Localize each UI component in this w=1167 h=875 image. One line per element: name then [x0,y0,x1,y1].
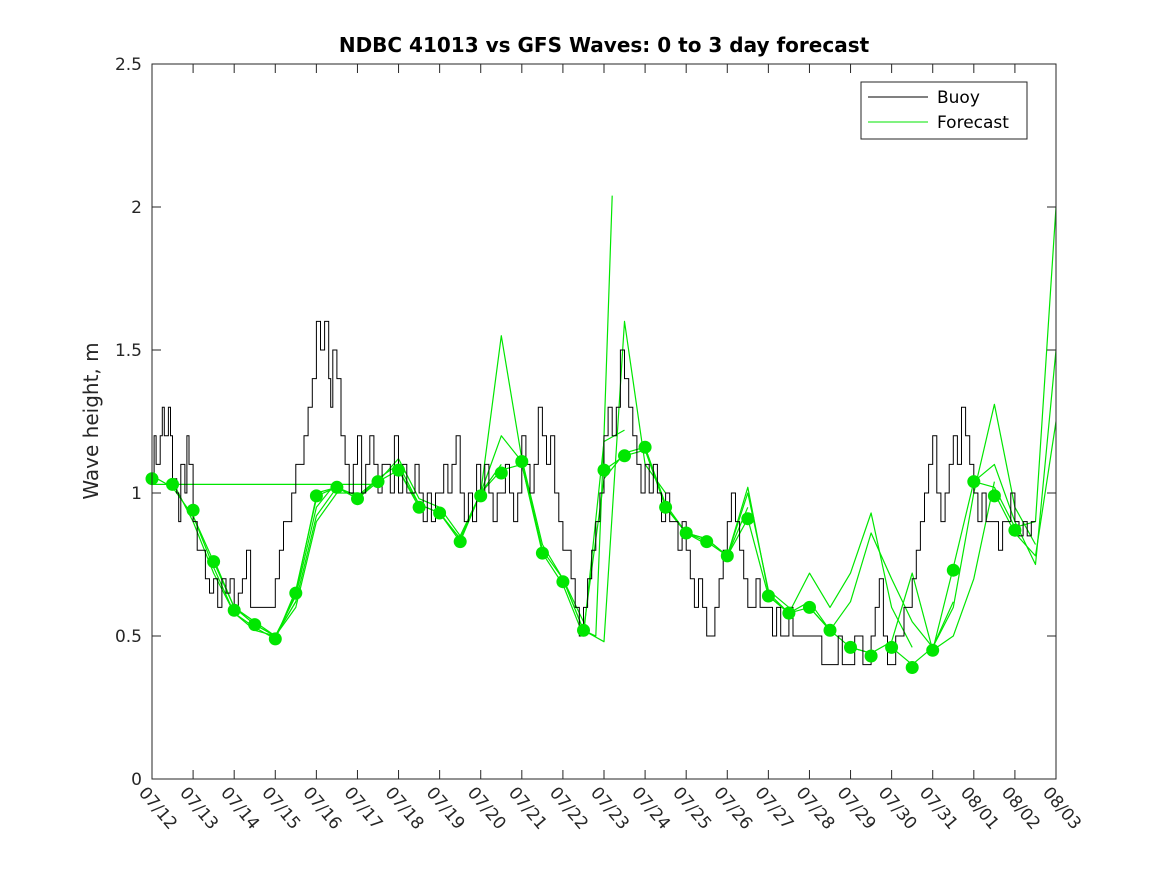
x-tick-label: 07/17 [340,783,387,833]
forecast-marker [1008,523,1022,537]
forecast-run-line [850,481,995,654]
forecast-marker [392,463,405,477]
x-axis: 07/1207/1307/1407/1507/1607/1707/1807/19… [134,64,1085,834]
y-tick-label: 0 [131,770,142,790]
forecast-marker [371,475,385,489]
forecast-marker [597,463,611,477]
x-tick-label: 07/27 [751,783,798,833]
x-tick-label: 07/18 [381,783,428,833]
y-tick-label: 2.5 [115,55,142,75]
forecast-marker [782,606,796,620]
x-tick-label: 07/25 [668,783,715,833]
forecast-marker [268,632,282,646]
forecast-marker [474,489,488,503]
forecast-marker [761,589,775,603]
y-tick-label: 2 [131,198,142,218]
forecast-run-line [726,518,872,654]
legend: Buoy Forecast [860,81,1028,140]
forecast-marker [330,480,344,494]
forecast-marker-layer [145,440,1022,674]
forecast-marker [659,500,673,514]
forecast-run-line [521,320,667,643]
x-tick-label: 07/14 [216,783,263,833]
forecast-marker [679,526,693,540]
forecast-marker [248,618,262,632]
forecast-marker [823,623,837,637]
x-tick-label: 08/02 [997,783,1044,833]
forecast-marker [741,512,755,526]
forecast-run-line [274,469,420,640]
x-tick-label: 07/16 [299,783,346,833]
y-axis-label: Wave height, m [79,342,103,499]
forecast-marker [227,603,241,617]
legend-label-buoy: Buoy [937,88,980,108]
forecast-marker [700,535,714,549]
forecast-marker [351,492,364,506]
x-tick-label: 07/30 [874,783,921,833]
x-tick-label: 08/01 [956,783,1003,833]
forecast-marker [289,586,303,600]
forecast-marker [720,549,734,563]
x-tick-label: 07/22 [545,783,592,833]
forecast-marker [618,449,631,463]
x-tick-label: 07/15 [257,783,304,833]
x-tick-label: 07/31 [915,783,962,833]
forecast-marker [515,455,529,468]
forecast-marker [803,600,816,614]
forecast-marker [926,643,940,657]
x-tick-label: 07/13 [175,783,222,833]
forecast-marker [535,546,549,560]
forecast-marker [453,535,467,549]
forecast-marker [987,489,1001,503]
forecast-marker [433,506,447,520]
forecast-run-line [603,449,749,557]
x-tick-label: 07/26 [709,783,756,833]
y-tick-label: 0.5 [115,627,142,647]
forecast-marker [967,475,981,489]
forecast-marker [864,649,878,663]
x-tick-label: 07/28 [792,783,839,833]
forecast-marker [494,466,508,480]
forecast-marker [309,489,323,503]
y-tick-label: 1.5 [115,341,142,361]
forecast-marker [556,575,570,589]
forecast-marker [638,440,652,454]
forecast-marker [166,477,179,491]
forecast-marker [844,640,857,654]
forecast-run-line [152,475,297,637]
forecast-run-line [993,421,1056,557]
forecast-marker [207,555,221,569]
x-tick-label: 07/29 [833,783,880,833]
forecast-run-line [768,512,913,648]
x-tick-label: 07/20 [463,783,510,833]
forecast-run-line [891,403,1037,666]
x-tick-label: 07/23 [586,783,633,833]
forecast-marker [946,563,960,577]
x-tick-label: 07/19 [422,783,469,833]
buoy-series-line [152,320,1036,666]
forecast-marker [905,661,919,674]
chart-title: NDBC 41013 vs GFS Waves: 0 to 3 day fore… [339,33,870,57]
legend-box [860,81,1028,140]
forecast-run-line [192,481,338,637]
legend-label-forecast: Forecast [937,113,1009,133]
x-tick-label: 07/21 [504,783,551,833]
x-tick-label: 07/24 [627,783,674,833]
forecast-marker [577,623,590,637]
forecast-marker [186,503,200,517]
y-axis: 0 0.5 1 1.5 2 2.5 [115,55,1056,790]
forecast-marker [885,640,899,654]
forecast-marker [412,500,426,514]
x-tick-label: 08/03 [1038,783,1085,833]
forecast-run-line [644,447,790,608]
x-tick-label: 07/12 [134,783,181,833]
series-layer [152,195,1056,666]
y-tick-label: 1 [131,484,142,504]
forecast-run-line [562,195,613,637]
